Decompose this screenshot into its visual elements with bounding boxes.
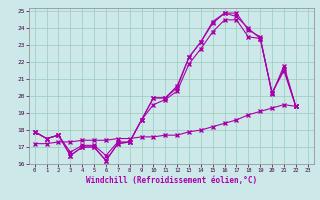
X-axis label: Windchill (Refroidissement éolien,°C): Windchill (Refroidissement éolien,°C) — [86, 176, 257, 185]
